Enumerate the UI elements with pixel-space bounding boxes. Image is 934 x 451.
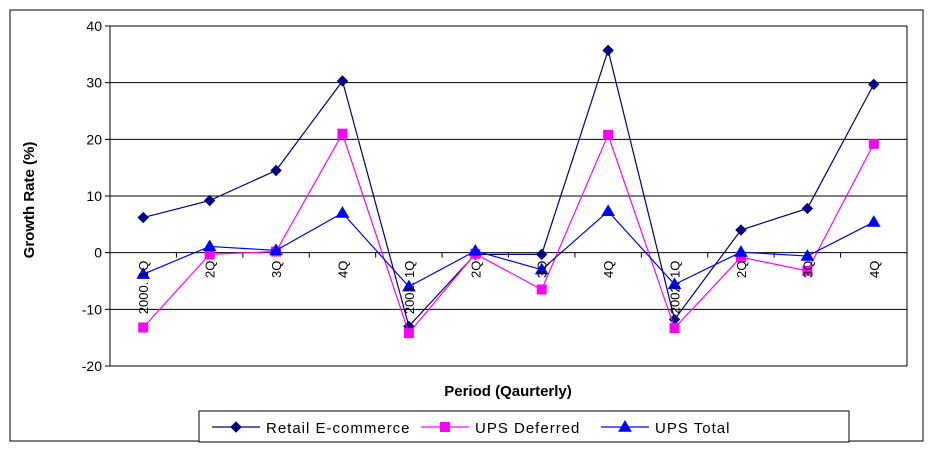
data-point — [269, 243, 283, 256]
series-line — [142, 132, 875, 335]
legend-label: Retail E-commerce — [266, 420, 411, 437]
legend-entry-0: Retail E-commerce — [212, 420, 411, 437]
x-tick-label: 4Q — [867, 261, 882, 278]
data-point — [866, 215, 881, 227]
data-point — [403, 328, 414, 339]
data-point — [601, 204, 615, 216]
legend-marker — [440, 422, 450, 432]
legend-marker — [618, 420, 632, 432]
data-point — [337, 128, 348, 139]
x-tick-label: 3Q — [800, 261, 815, 278]
data-point — [536, 248, 548, 261]
data-point — [602, 44, 614, 57]
x-tick-label: 2001. 1Q — [402, 261, 417, 315]
legend-entry-1: UPS Deferred — [421, 420, 580, 437]
x-tick-labels: 2000. 1Q 2Q 3Q 4Q 2001. 1Q 2Q 3Q 4Q 2002. 1Q 2Q 3Q… — [136, 261, 882, 315]
series-line — [142, 210, 875, 288]
x-tick-label: 2002. 1Q — [668, 261, 683, 315]
data-point — [270, 164, 282, 177]
data-point — [800, 249, 815, 261]
data-point — [204, 249, 215, 260]
x-tick-label: 2Q — [734, 261, 749, 278]
y-tick-label: 40 — [86, 18, 102, 34]
data-point — [669, 323, 680, 334]
data-point — [801, 202, 814, 215]
data-point — [136, 267, 151, 279]
data-point — [802, 265, 813, 276]
y-tick-label: 0 — [94, 245, 102, 261]
legend-label: UPS Total — [655, 420, 730, 437]
y-tick-label: 20 — [86, 131, 102, 147]
data-point — [734, 245, 748, 257]
y-axis-title: Growth Rate (%) — [21, 142, 38, 259]
legend-box — [198, 410, 850, 443]
data-point — [536, 284, 547, 295]
data-point — [735, 224, 747, 236]
data-point — [603, 129, 614, 140]
y-tick-label: 30 — [86, 75, 102, 91]
legend-marker — [230, 421, 242, 433]
data-point — [868, 78, 880, 91]
data-point — [202, 239, 217, 252]
y-tick-label: -20 — [82, 358, 102, 374]
data-point — [203, 194, 216, 207]
y-tick-label: 10 — [86, 188, 102, 204]
data-point — [138, 322, 149, 333]
series-line — [143, 48, 875, 328]
x-tick-label: 3Q — [535, 261, 550, 278]
legend-label: UPS Deferred — [475, 420, 580, 437]
x-tick-label: 2Q — [468, 261, 483, 278]
legend: Retail E-commerce UPS Deferred UPS Total — [198, 410, 850, 443]
y-tick-labels: 40 30 20 10 0 -10 -20 — [82, 18, 102, 374]
data-point — [868, 138, 879, 149]
x-tick-label: 4Q — [335, 261, 350, 278]
data-point — [667, 277, 682, 290]
data-point — [402, 279, 416, 292]
data-point — [468, 243, 483, 256]
data-point — [137, 211, 149, 224]
series-lines — [136, 44, 881, 339]
series-2 — [136, 204, 881, 292]
x-tick-label: 2Q — [203, 261, 218, 278]
y-tick-label: -10 — [82, 301, 102, 317]
x-tick-label: 2000. 1Q — [136, 261, 151, 315]
data-point — [534, 262, 549, 275]
x-tick-label: 3Q — [269, 261, 284, 278]
x-tick-label: 4Q — [601, 261, 616, 278]
data-point — [336, 75, 349, 87]
x-axis-title: Period (Qaurterly) — [444, 383, 572, 400]
legend-entry-2: UPS Total — [601, 420, 730, 437]
data-point — [335, 206, 350, 218]
